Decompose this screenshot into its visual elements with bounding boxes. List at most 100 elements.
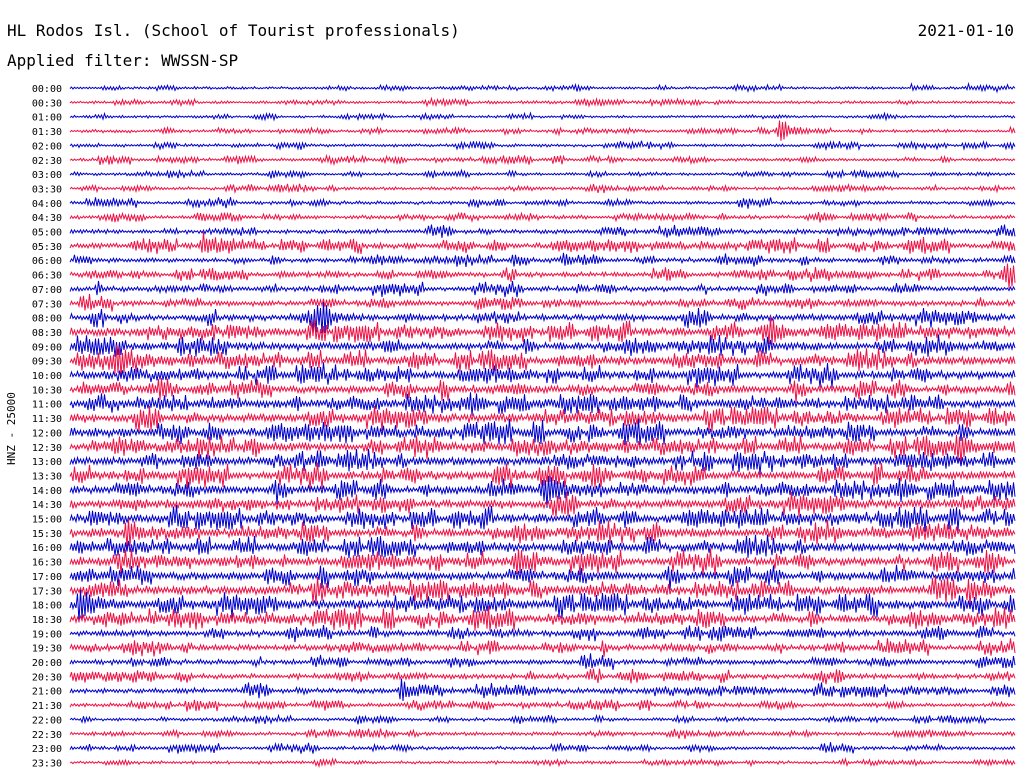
seismic-trace [69, 741, 1016, 754]
seismic-trace [69, 120, 1016, 141]
station-title: HL Rodos Isl. (School of Tourist profess… [7, 21, 460, 40]
seismic-trace [69, 211, 1016, 223]
time-label: 04:30 [32, 213, 62, 224]
seismic-trace [69, 153, 1016, 167]
seismic-trace [69, 140, 1016, 152]
time-label: 07:30 [32, 299, 62, 310]
seismic-trace [69, 534, 1016, 559]
time-label: 11:00 [32, 400, 62, 411]
time-label: 22:30 [32, 730, 62, 741]
time-label: 03:30 [32, 184, 62, 195]
time-label: 16:30 [32, 558, 62, 569]
time-label: 09:00 [32, 342, 62, 353]
seismic-trace [69, 293, 1016, 312]
seismic-trace [69, 316, 1016, 345]
seismic-trace [69, 81, 1016, 94]
seismic-trace [69, 252, 1016, 267]
seismic-trace [69, 96, 1016, 108]
time-label: 13:30 [32, 471, 62, 482]
time-label: 15:00 [32, 515, 62, 526]
seismic-trace [69, 624, 1016, 643]
time-label: 14:00 [32, 486, 62, 497]
time-label: 14:30 [32, 500, 62, 511]
seismic-trace [69, 668, 1016, 685]
time-label: 10:30 [32, 385, 62, 396]
time-label: 05:30 [32, 242, 62, 253]
seismic-trace [69, 653, 1016, 670]
seismic-trace [69, 678, 1016, 702]
seismic-trace [69, 728, 1016, 740]
time-label: 09:30 [32, 357, 62, 368]
seismic-trace [69, 197, 1016, 209]
time-label: 10:00 [32, 371, 62, 382]
time-label: 11:30 [32, 414, 62, 425]
seismic-trace [69, 231, 1016, 255]
time-label: 17:00 [32, 572, 62, 583]
seismic-trace [69, 168, 1016, 180]
seismic-trace [69, 564, 1016, 591]
time-label: 04:00 [32, 199, 62, 210]
time-label: 21:00 [32, 687, 62, 698]
seismic-trace [69, 589, 1016, 623]
time-label: 17:30 [32, 586, 62, 597]
time-label: 02:30 [32, 156, 62, 167]
seismic-trace [69, 301, 1016, 334]
time-label: 00:30 [32, 98, 62, 109]
date-label: 2021-01-10 [917, 21, 1014, 40]
seismic-trace [69, 344, 1016, 377]
time-label: 01:00 [32, 113, 62, 124]
seismic-trace [69, 405, 1016, 432]
time-label: 03:00 [32, 170, 62, 181]
time-label: 06:30 [32, 271, 62, 282]
time-label: 19:30 [32, 644, 62, 655]
time-label: 18:00 [32, 601, 62, 612]
time-label: 18:30 [32, 615, 62, 626]
time-label: 06:00 [32, 256, 62, 267]
seismic-trace [69, 182, 1016, 195]
time-label: 16:00 [32, 543, 62, 554]
time-label: 00:00 [32, 84, 62, 95]
seismic-trace [69, 434, 1016, 466]
seismic-trace [69, 334, 1016, 357]
time-label: 19:00 [32, 629, 62, 640]
seismic-trace [69, 263, 1016, 289]
seismic-trace [69, 575, 1016, 607]
seismic-trace [69, 713, 1016, 726]
time-label: 15:30 [32, 529, 62, 540]
time-label: 23:00 [32, 744, 62, 755]
filter-label: Applied filter: WWSSN-SP [7, 51, 239, 70]
seismic-trace [69, 111, 1016, 122]
seismic-trace [69, 378, 1016, 403]
time-label: 22:00 [32, 715, 62, 726]
seismic-trace [69, 392, 1016, 416]
time-label: 08:00 [32, 314, 62, 325]
seismic-trace [69, 362, 1016, 388]
time-label: 21:30 [32, 701, 62, 712]
time-label: 08:30 [32, 328, 62, 339]
seismic-trace [69, 418, 1016, 446]
seismic-trace [69, 475, 1016, 508]
seismic-trace [69, 548, 1016, 576]
seismic-trace [69, 448, 1016, 475]
seismic-trace [69, 605, 1016, 631]
time-label: 20:00 [32, 658, 62, 669]
time-label: 12:00 [32, 428, 62, 439]
time-label: 12:30 [32, 443, 62, 454]
time-label: 07:00 [32, 285, 62, 296]
time-label: 13:00 [32, 457, 62, 468]
time-label: 20:30 [32, 672, 62, 683]
seismic-trace [69, 491, 1016, 518]
seismic-trace [69, 698, 1016, 712]
seismic-trace [69, 757, 1016, 769]
seismic-trace [69, 518, 1016, 549]
seismic-trace [69, 504, 1016, 532]
seismic-trace [69, 224, 1016, 238]
time-label: 23:30 [32, 758, 62, 769]
seismic-trace [69, 462, 1016, 490]
seismic-trace [69, 638, 1016, 657]
time-label: 02:00 [32, 141, 62, 152]
seismic-trace [69, 280, 1016, 298]
time-label: 05:00 [32, 228, 62, 239]
time-label: 01:30 [32, 127, 62, 138]
